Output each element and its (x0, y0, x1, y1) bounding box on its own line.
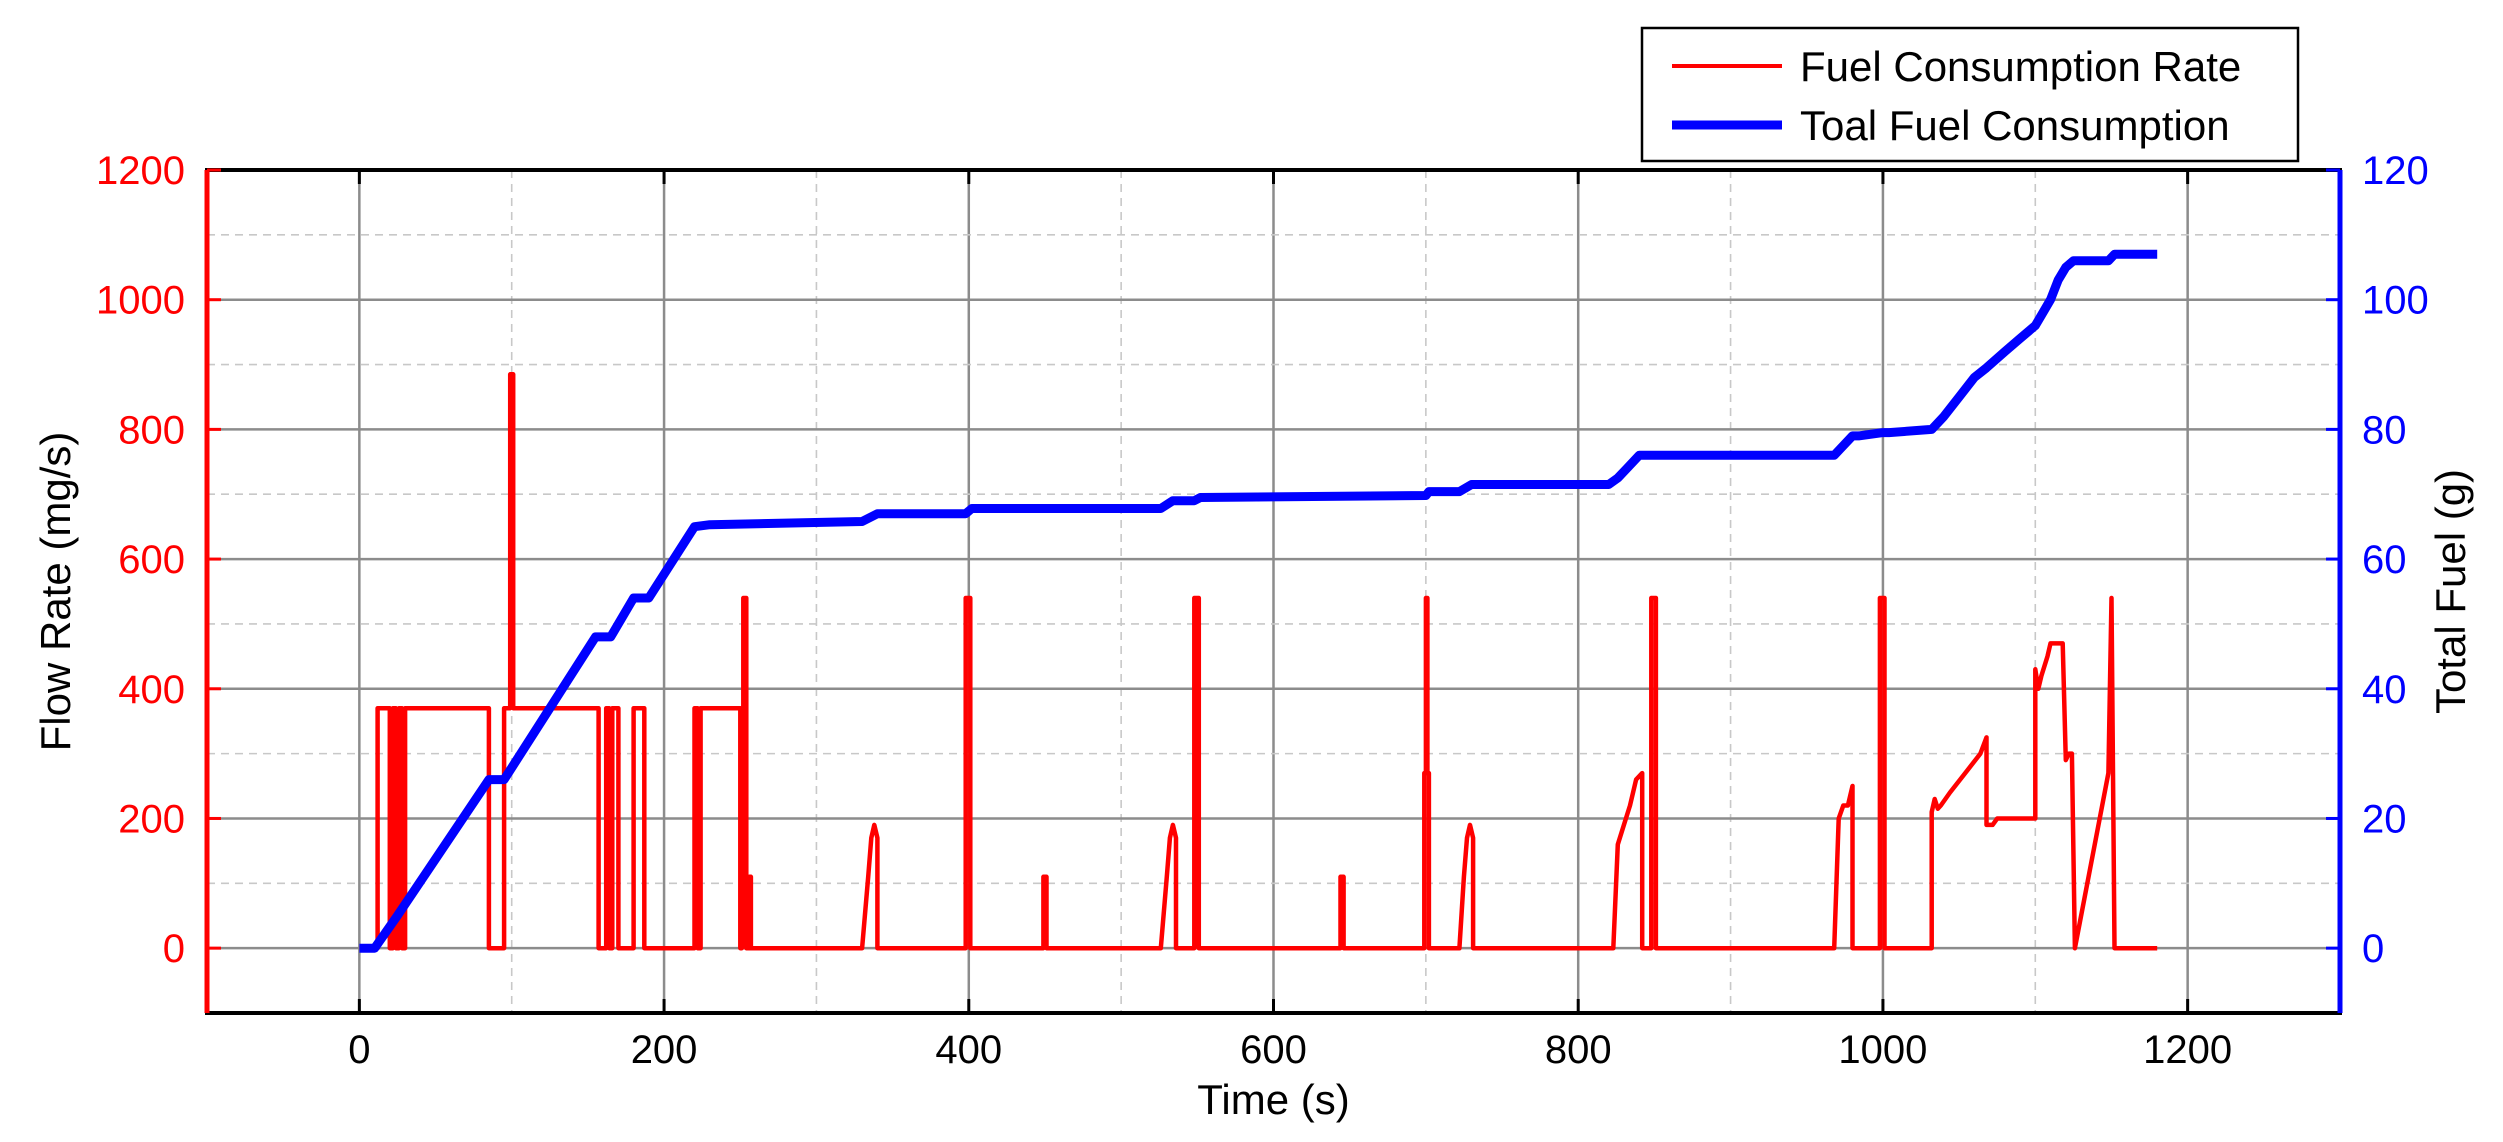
right-y-tick-label: 60 (2362, 538, 2407, 582)
legend-label-fuel-consumption-rate: Fuel Consumption Rate (1800, 43, 2241, 90)
right-y-tick-label: 40 (2362, 668, 2407, 712)
series-line-fuel-rate (359, 372, 2158, 951)
ticks: 0 200 400 600 800 1000 12000200400600800100012… (96, 149, 2429, 1072)
x-axis-title: Time (s) (1197, 1076, 1349, 1123)
x-tick-label: 600 (1240, 1028, 1307, 1072)
left-y-tick-label: 1200 (96, 149, 185, 193)
right-y-tick-label: 100 (2362, 279, 2429, 323)
right-y-tick-label: 80 (2362, 408, 2407, 452)
x-tick-label: 800 (1545, 1028, 1612, 1072)
left-y-axis-title: Flow Rate (mg/s) (32, 432, 79, 752)
left-y-tick-label: 1000 (96, 279, 185, 323)
left-y-tick-label: 800 (118, 408, 185, 452)
right-y-tick-label: 120 (2362, 149, 2429, 193)
x-tick-label: 400 (935, 1028, 1002, 1072)
legend: Fuel Consumption Rate Toal Fuel Consumpt… (1640, 26, 2300, 163)
left-y-tick-label: 0 (163, 927, 185, 971)
legend-label-total-fuel-consumption: Toal Fuel Consumption (1800, 102, 2230, 149)
x-tick-label: 0 (348, 1028, 370, 1072)
left-y-tick-label: 400 (118, 668, 185, 712)
right-y-axis-title: Total Fuel (g) (2427, 469, 2474, 714)
x-tick-label: 1200 (2143, 1028, 2232, 1072)
right-y-tick-label: 0 (2362, 927, 2384, 971)
left-y-tick-label: 200 (118, 797, 185, 841)
series-line-total-fuel (359, 249, 2158, 953)
legend-box (1640, 26, 2300, 163)
x-tick-label: 1000 (1838, 1028, 1927, 1072)
plot-area (359, 249, 2158, 953)
right-y-tick-label: 20 (2362, 797, 2407, 841)
left-y-tick-label: 600 (118, 538, 185, 582)
grid (207, 170, 2340, 1013)
x-tick-label: 200 (631, 1028, 698, 1072)
